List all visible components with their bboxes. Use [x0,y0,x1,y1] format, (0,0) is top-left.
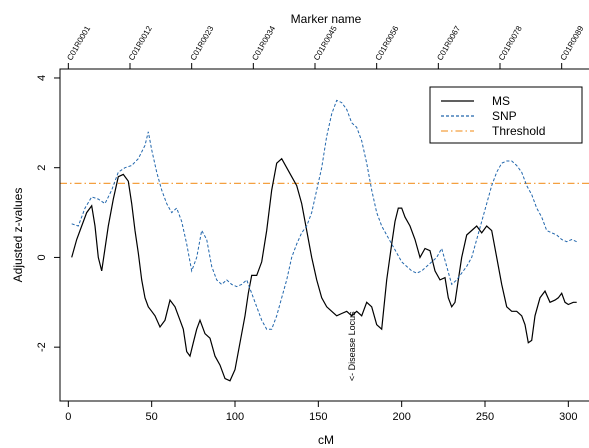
x-axis-label: cM [318,433,334,447]
marker-label: C01R0045 [312,24,339,62]
marker-label: C01R0056 [374,24,401,62]
x-tick-label: 200 [392,411,410,423]
series-layer [71,99,577,382]
series-line-snp [71,99,577,330]
legend: MS SNP Threshold [429,86,583,144]
y-axis: -2 0 2 4 [36,75,61,352]
marker-label: C01R0089 [559,24,586,62]
x-axis: 0 50 100 150 200 250 300 [65,400,578,423]
x-tick-label: 250 [476,411,494,423]
x-tick-label: 300 [559,411,577,423]
y-tick-label: 0 [36,254,48,260]
legend-ms-label: MS [492,94,510,108]
y-tick-label: -2 [36,342,48,352]
legend-threshold-label: Threshold [492,124,545,138]
top-axis-label: Marker name [291,12,362,26]
legend-box [429,86,583,144]
marker-label: C01R0078 [497,24,524,62]
x-tick-label: 150 [309,411,327,423]
marker-label: C01R0067 [435,24,462,62]
x-tick-label: 50 [146,411,158,423]
marker-label: C01R0001 [65,24,92,62]
series-line-ms [71,157,577,382]
disease-locus-annotation: <- Disease Locus [347,311,357,381]
y-tick-label: 4 [36,75,48,81]
marker-label: C01R0012 [127,24,154,62]
legend-snp-label: SNP [492,109,517,123]
y-tick-label: 2 [36,165,48,171]
marker-label: C01R0023 [189,24,216,62]
marker-label: C01R0034 [250,24,277,62]
x-tick-label: 0 [65,411,71,423]
y-axis-label: Adjusted z-values [11,188,25,283]
x-tick-label: 100 [226,411,244,423]
top-marker-axis: C01R0001 C01R0012 C01R0023 C01R0034 C01R0045… [65,24,586,70]
